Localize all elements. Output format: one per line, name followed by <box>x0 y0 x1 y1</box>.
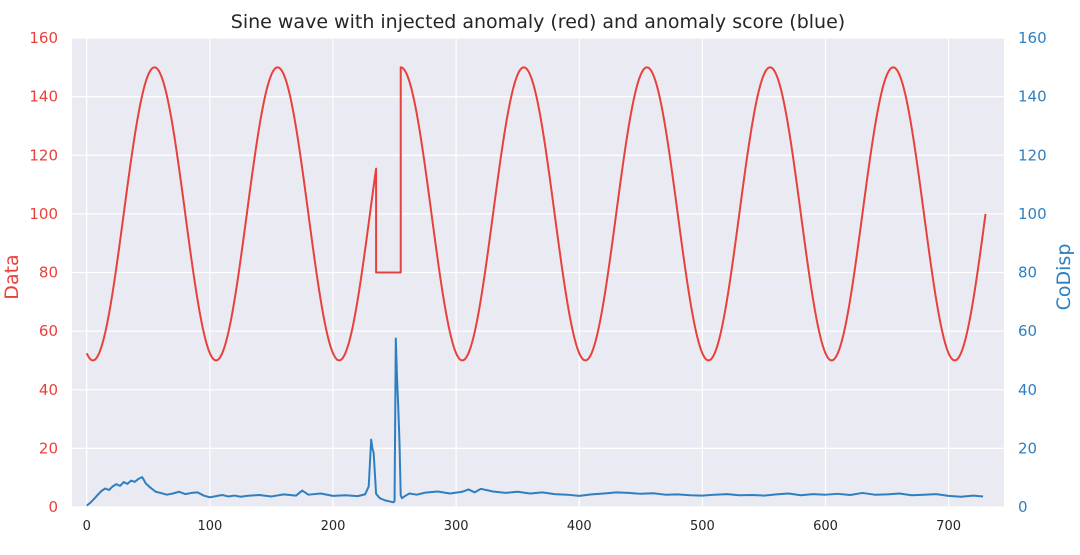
y-tick-label-right: 140 <box>1018 88 1047 106</box>
grid <box>72 37 1004 508</box>
y-tick-label-right: 100 <box>1018 205 1047 223</box>
x-tick-label: 500 <box>690 519 715 534</box>
x-tick-label: 400 <box>567 519 592 534</box>
x-tick-label: 0 <box>83 519 91 534</box>
y-tick-label-left: 40 <box>39 381 58 399</box>
x-tick-label: 200 <box>321 519 346 534</box>
y-tick-label-right: 40 <box>1018 381 1037 399</box>
y-tick-label-left: 80 <box>39 264 58 282</box>
y-tick-label-right: 160 <box>1018 29 1047 47</box>
x-tick-label: 100 <box>197 519 222 534</box>
series <box>85 66 987 507</box>
y-tick-label-right: 80 <box>1018 264 1037 282</box>
y-axis-label-left: Data <box>1 254 23 299</box>
x-tick-label: 600 <box>813 519 838 534</box>
y-tick-label-right: 20 <box>1018 439 1037 457</box>
y-tick-label-right: 60 <box>1018 322 1037 340</box>
y-tick-label-left: 100 <box>29 205 58 223</box>
series-line-codisp <box>86 337 984 507</box>
x-tick-label: 700 <box>936 519 961 534</box>
y-tick-label-left: 60 <box>39 322 58 340</box>
y-tick-label-left: 140 <box>29 88 58 106</box>
y-tick-label-right: 0 <box>1018 498 1028 516</box>
y-tick-label-left: 20 <box>39 439 58 457</box>
y-tick-label-right: 120 <box>1018 146 1047 164</box>
series-line-data <box>85 66 987 362</box>
x-tick-label: 300 <box>444 519 469 534</box>
y-tick-label-left: 160 <box>29 29 58 47</box>
y-tick-label-left: 0 <box>48 498 58 516</box>
y-axis-label-right: CoDisp <box>1053 244 1075 311</box>
ticks: 0 100 200 300 400 500 600 700020406080100120140… <box>29 29 1046 534</box>
y-tick-label-left: 120 <box>29 146 58 164</box>
chart-title: Sine wave with injected anomaly (red) an… <box>231 11 845 33</box>
